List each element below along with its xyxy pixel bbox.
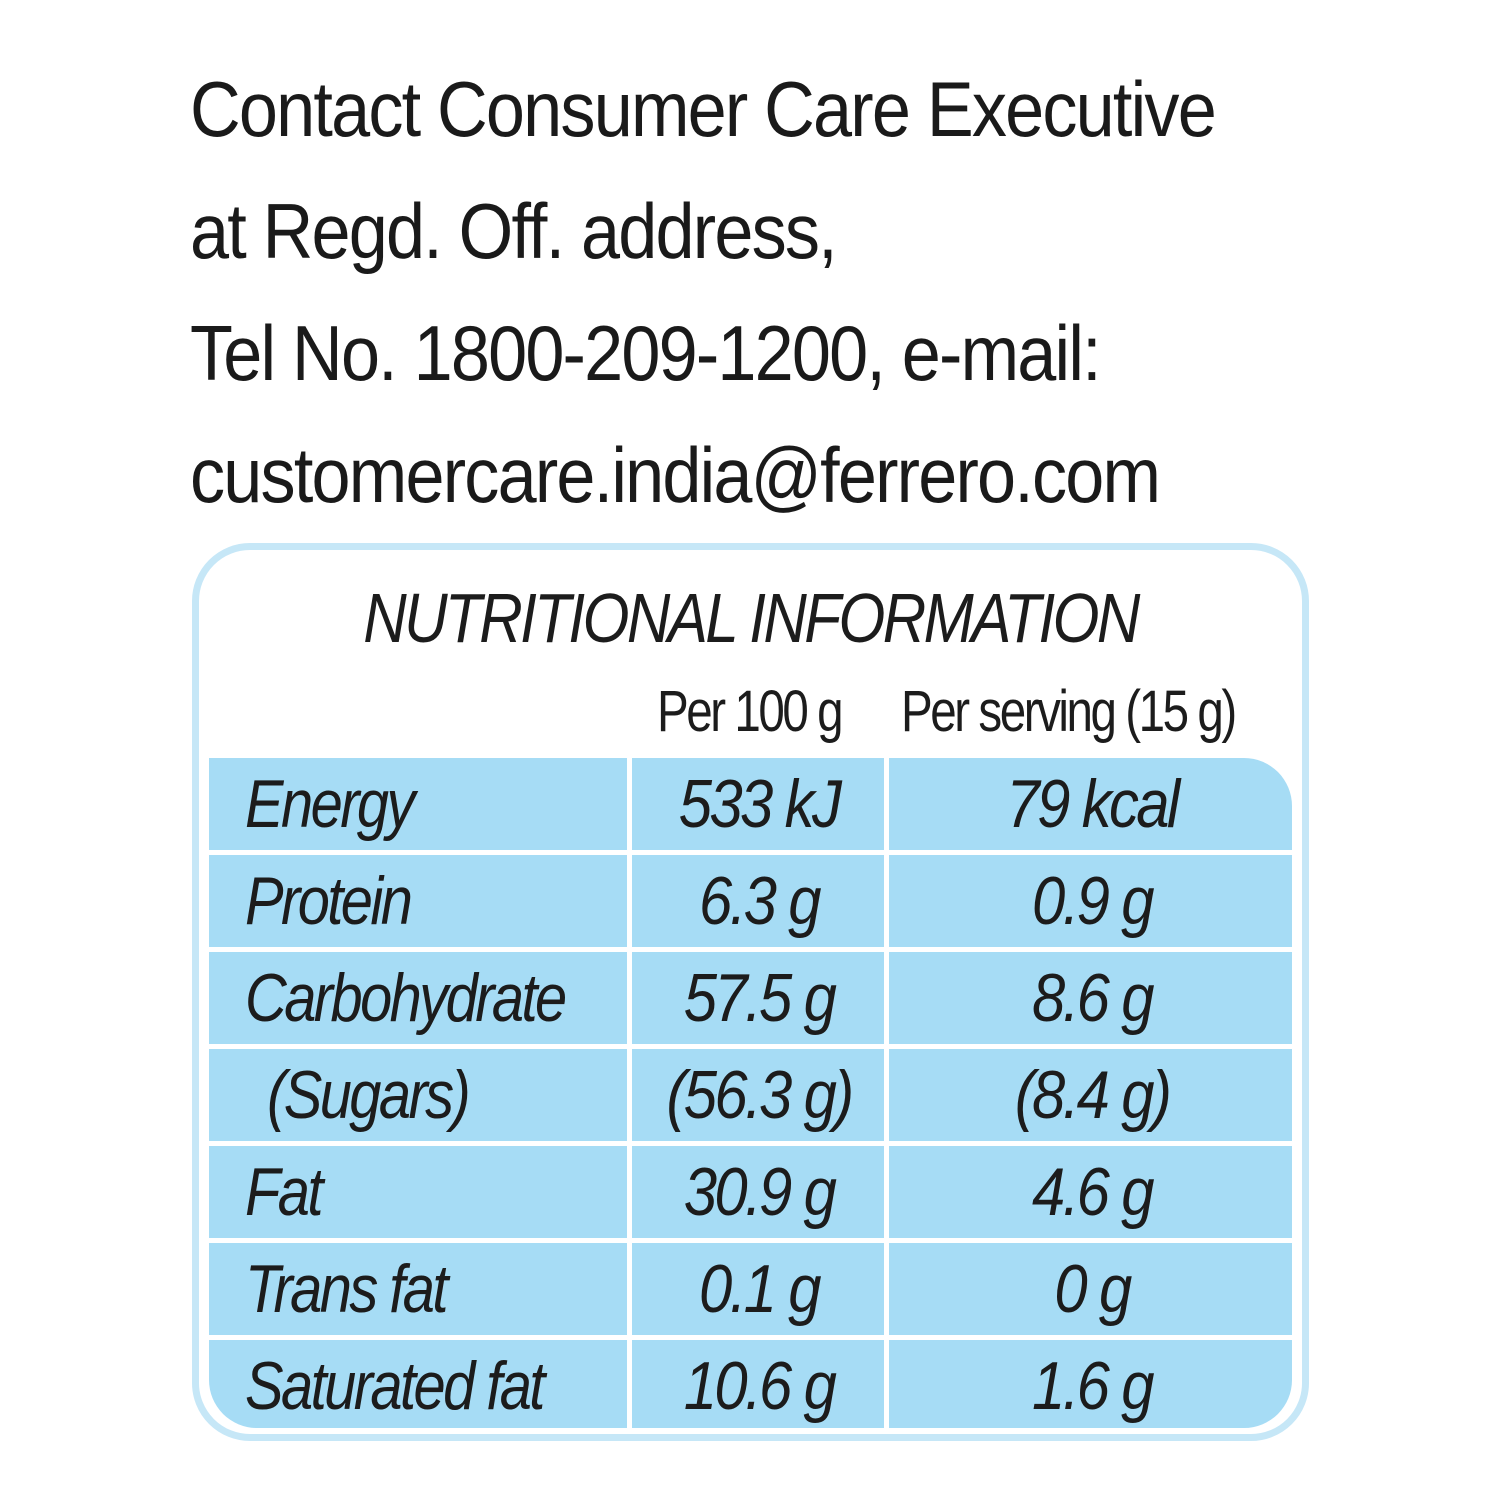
- row-label: Carbohydrate: [245, 960, 567, 1036]
- column-divider: [884, 758, 889, 1428]
- row-label: Fat: [245, 1154, 323, 1230]
- contact-line-3: Tel No. 1800-209-1200, e-mail:: [190, 309, 1102, 397]
- table-row-fat: Fat 30.9 g 4.6 g: [209, 1146, 1292, 1243]
- contact-block: Contact Consumer Care Executive at Regd.…: [190, 48, 1320, 536]
- row-label: Saturated fat: [245, 1348, 545, 1424]
- row-value-per-100g: 6.3 g: [699, 863, 822, 939]
- table-row-energy: Energy 533 kJ 79 kcal: [209, 758, 1292, 855]
- row-value-per-100g: 0.1 g: [699, 1251, 822, 1327]
- column-header-per-serving: Per serving (15 g): [901, 679, 1237, 744]
- column-header-per-100g: Per 100 g: [657, 679, 844, 744]
- row-value-per-100g: 30.9 g: [683, 1154, 837, 1230]
- row-value-per-100g: (56.3 g): [666, 1057, 854, 1133]
- row-value-per-100g: 10.6 g: [683, 1348, 837, 1424]
- table-row-trans-fat: Trans fat 0.1 g 0 g: [209, 1243, 1292, 1340]
- row-value-per-100g: 533 kJ: [678, 766, 842, 842]
- row-label: Protein: [245, 863, 413, 939]
- row-divider: [209, 1238, 1292, 1243]
- row-value-per-serving: 0 g: [1054, 1251, 1132, 1327]
- row-value-per-serving: 0.9 g: [1032, 863, 1155, 939]
- row-value-per-serving: 4.6 g: [1032, 1154, 1155, 1230]
- nutrition-panel: NUTRITIONAL INFORMATION Per 100 g Per se…: [192, 543, 1309, 1441]
- column-divider: [627, 758, 632, 1428]
- nutrition-table: Energy 533 kJ 79 kcal Protein 6.3 g 0.9 …: [209, 758, 1292, 1428]
- row-label: (Sugars): [267, 1057, 471, 1133]
- contact-line-1: Contact Consumer Care Executive: [190, 65, 1217, 153]
- row-value-per-serving: 8.6 g: [1032, 960, 1155, 1036]
- contact-line-2: at Regd. Off. address,: [190, 187, 838, 275]
- row-divider: [209, 1141, 1292, 1146]
- table-row-saturated-fat: Saturated fat 10.6 g 1.6 g: [209, 1340, 1292, 1428]
- row-label: Energy: [245, 766, 415, 842]
- row-divider: [209, 1335, 1292, 1340]
- row-label: Trans fat: [245, 1251, 448, 1327]
- row-value-per-serving: 1.6 g: [1032, 1348, 1155, 1424]
- row-value-per-serving: 79 kcal: [1006, 766, 1180, 842]
- table-row-protein: Protein 6.3 g 0.9 g: [209, 855, 1292, 952]
- row-divider: [209, 1044, 1292, 1049]
- row-value-per-serving: (8.4 g): [1014, 1057, 1172, 1133]
- table-row-sugars: (Sugars) (56.3 g) (8.4 g): [209, 1049, 1292, 1146]
- row-value-per-100g: 57.5 g: [683, 960, 837, 1036]
- nutrition-title: NUTRITIONAL INFORMATION: [363, 579, 1140, 657]
- table-row-carbohydrate: Carbohydrate 57.5 g 8.6 g: [209, 952, 1292, 1049]
- row-divider: [209, 947, 1292, 952]
- contact-email-line: customercare.india@ferrero.com: [190, 431, 1161, 519]
- row-divider: [209, 850, 1292, 855]
